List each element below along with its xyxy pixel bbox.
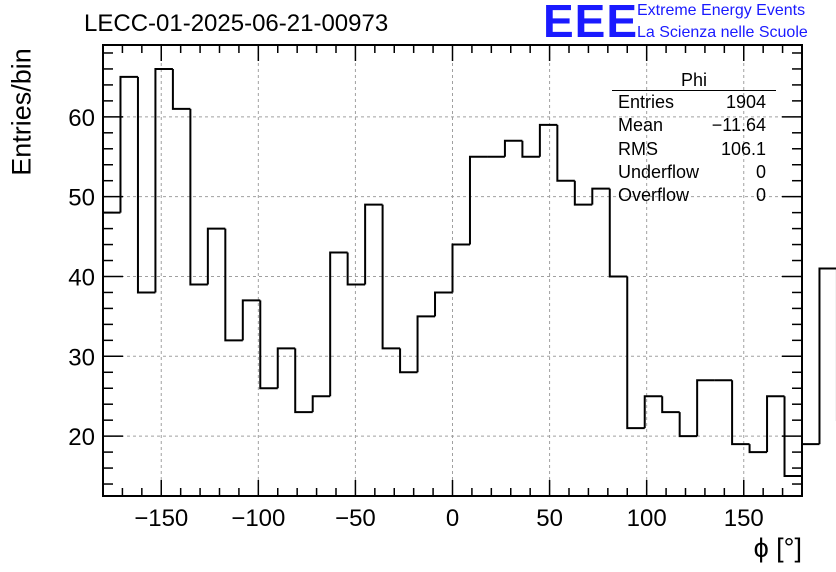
histogram-bin	[171, 68, 191, 110]
stats-title: Phi	[612, 70, 776, 91]
histogram-bin	[224, 228, 243, 342]
histogram-bin	[434, 291, 453, 317]
histogram-bin	[696, 379, 715, 437]
histogram-bin	[626, 276, 645, 430]
histogram-bin	[503, 139, 523, 157]
histogram-bin	[801, 443, 820, 477]
histogram-bin	[119, 75, 138, 213]
stats-key: Underflow	[618, 161, 700, 182]
x-tick-label: 150	[724, 505, 764, 532]
histogram-bin	[189, 108, 208, 286]
histogram-bin	[381, 204, 401, 350]
histogram-bin	[766, 395, 785, 453]
histogram-bin	[556, 124, 575, 182]
histogram-bin	[573, 180, 593, 206]
histogram-bin	[154, 67, 173, 293]
stats-row-mean: Mean −11.64	[612, 114, 776, 137]
histogram-bin	[538, 123, 558, 157]
histogram-bin	[468, 155, 488, 245]
histogram-bin	[731, 380, 750, 446]
stats-value: 0	[755, 161, 766, 182]
histogram-bin	[311, 395, 331, 413]
histogram-bin	[783, 396, 802, 478]
chart-title: LECC-01-2025-06-21-00973	[84, 10, 389, 37]
stats-key: Entries	[618, 92, 675, 112]
stats-value: 106.1	[720, 138, 766, 159]
histogram-bin	[329, 251, 348, 397]
histogram-bin	[643, 395, 663, 429]
stats-box: Phi Entries 1904 Mean −11.64 RMS 106.1 U…	[612, 70, 776, 207]
histogram-bin	[276, 347, 296, 389]
x-tick-label: −150	[134, 505, 188, 532]
x-tick-label: 50	[536, 505, 563, 532]
stats-value: 1904	[725, 92, 766, 112]
x-axis-label: ϕ [°]	[753, 533, 802, 563]
histogram-bin	[521, 140, 540, 158]
histogram-bin	[102, 211, 121, 496]
stats-row-overflow: Overflow 0	[612, 184, 776, 207]
histogram-bin	[608, 188, 628, 278]
histogram-bin	[818, 267, 836, 445]
x-tick-label: −50	[335, 505, 376, 532]
x-tick-label: 100	[627, 505, 667, 532]
stats-value: −11.64	[711, 115, 766, 136]
stats-row-entries: Entries 1904	[612, 91, 776, 114]
stats-row-underflow: Underflow 0	[612, 161, 776, 184]
stats-key: Overflow	[618, 185, 690, 206]
histogram-bin	[399, 348, 418, 374]
histogram-bin	[364, 203, 383, 285]
y-tick-label: 20	[68, 424, 95, 451]
histogram-bin	[206, 227, 226, 285]
histogram-bin	[661, 396, 680, 414]
stats-row-rms: RMS 106.1	[612, 138, 776, 161]
y-tick-label: 60	[68, 105, 95, 132]
x-tick-label: 0	[446, 505, 459, 532]
x-tick-label: −100	[231, 505, 285, 532]
histogram-bin	[678, 412, 698, 438]
histogram-bin	[294, 348, 313, 414]
histogram-bin	[259, 300, 278, 390]
stats-key: RMS	[618, 138, 658, 159]
histogram-bin	[241, 299, 261, 341]
logo-line-1: Extreme Energy Events	[637, 2, 806, 19]
histogram-bin	[346, 252, 366, 286]
histogram-bin	[136, 76, 156, 294]
logo-line-2: La Scienza nelle Scuole	[637, 24, 808, 41]
y-tick-label: 40	[68, 264, 95, 291]
stats-value: 0	[755, 185, 766, 206]
y-axis-label: Entries/bin	[6, 48, 37, 176]
histogram-bin	[451, 243, 470, 293]
y-tick-label: 30	[68, 344, 95, 371]
eee-logo: EEE	[543, 0, 639, 47]
stats-key: Mean	[618, 115, 664, 136]
histogram-bin	[748, 444, 768, 454]
histogram-bin	[416, 315, 436, 373]
y-tick-label: 50	[68, 185, 95, 212]
histogram-bin	[591, 187, 610, 205]
